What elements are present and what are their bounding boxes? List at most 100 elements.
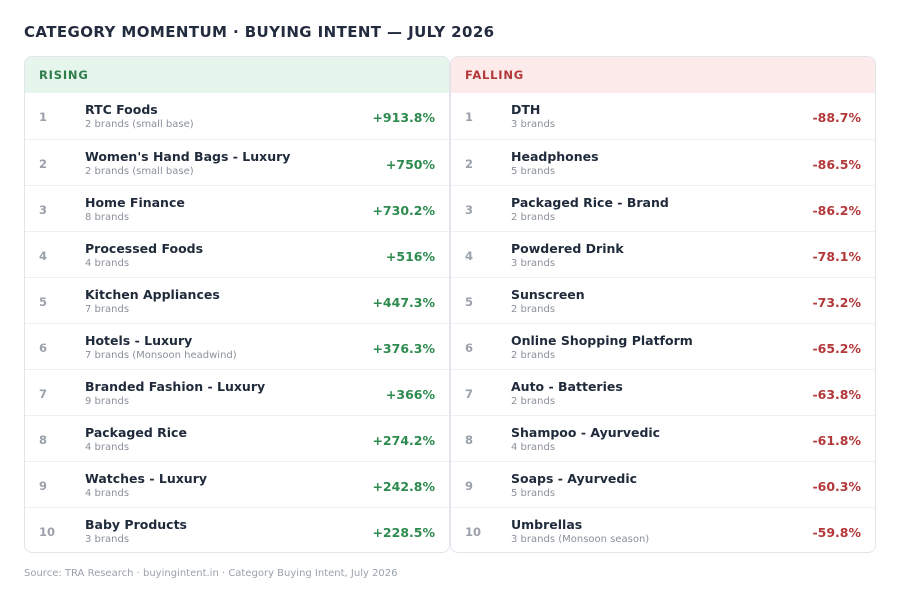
- brand-count: 4 brands: [85, 488, 130, 499]
- category-name: Kitchen Appliances: [85, 287, 220, 302]
- category-name: RTC Foods: [85, 102, 158, 117]
- rising-row: 8 Packaged Rice 4 brands +274.2%: [25, 415, 449, 461]
- brand-count: 2 brands (small base): [85, 166, 194, 177]
- category-name: Powdered Drink: [511, 241, 624, 256]
- brand-count: 2 brands: [511, 396, 556, 407]
- rank-label: 6: [465, 341, 474, 355]
- brand-count: 4 brands: [85, 442, 130, 453]
- change-value: -78.1%: [812, 249, 861, 264]
- brand-count: 3 brands: [85, 534, 130, 545]
- brand-count: 3 brands: [511, 258, 556, 269]
- rising-row: 4 Processed Foods 4 brands +516%: [25, 231, 449, 277]
- category-name: Sunscreen: [511, 287, 585, 302]
- category-name: Home Finance: [85, 195, 185, 210]
- brand-count: 7 brands (Monsoon headwind): [85, 350, 237, 361]
- rank-label: 5: [39, 295, 48, 309]
- brand-count: 2 brands: [511, 350, 556, 361]
- rank-label: 3: [465, 203, 474, 217]
- falling-header: FALLING: [451, 57, 875, 93]
- rank-label: 1: [465, 110, 474, 124]
- rank-label: 4: [465, 249, 474, 263]
- change-value: +228.5%: [372, 525, 435, 540]
- change-value: +242.8%: [372, 479, 435, 494]
- brand-count: 2 brands: [511, 304, 556, 315]
- category-name: Watches - Luxury: [85, 471, 208, 486]
- rising-panel: RISING 1 RTC Foods 2 brands (small base) +9…: [24, 56, 450, 553]
- falling-row: 9 Soaps - Ayurvedic 5 brands -60.3%: [451, 461, 875, 507]
- change-value: -88.7%: [812, 110, 861, 125]
- rising-header: RISING: [25, 57, 449, 93]
- rising-row: 9 Watches - Luxury 4 brands +242.8%: [25, 461, 449, 507]
- rank-label: 2: [39, 157, 48, 171]
- falling-row: 3 Packaged Rice - Brand 2 brands -86.2%: [451, 185, 875, 231]
- category-name: Branded Fashion - Luxury: [85, 379, 266, 394]
- falling-row: 5 Sunscreen 2 brands -73.2%: [451, 277, 875, 323]
- rank-label: 2: [465, 157, 474, 171]
- falling-row: 10 Umbrellas 3 brands (Monsoon season) -59.…: [451, 507, 875, 552]
- falling-list: 1 DTH 3 brands -88.7% 2 Headphones 5 brands -86…: [451, 93, 875, 552]
- brand-count: 3 brands: [511, 119, 556, 130]
- brand-count: 5 brands: [511, 488, 556, 499]
- brand-count: 2 brands (small base): [85, 119, 194, 130]
- category-name: Headphones: [511, 149, 599, 164]
- brand-count: 4 brands: [511, 442, 556, 453]
- brand-count: 3 brands (Monsoon season): [511, 534, 650, 545]
- rank-label: 7: [39, 387, 48, 401]
- page-title: CATEGORY MOMENTUM · BUYING INTENT — JULY…: [24, 23, 495, 41]
- category-name: Soaps - Ayurvedic: [511, 471, 638, 486]
- change-value: +274.2%: [372, 433, 435, 448]
- rank-label: 4: [39, 249, 48, 263]
- rising-row: 7 Branded Fashion - Luxury 9 brands +366%: [25, 369, 449, 415]
- brand-count: 8 brands: [85, 212, 130, 223]
- change-value: -86.5%: [812, 157, 861, 172]
- rising-row: 3 Home Finance 8 brands +730.2%: [25, 185, 449, 231]
- falling-row: 8 Shampoo - Ayurvedic 4 brands -61.8%: [451, 415, 875, 461]
- brand-count: 2 brands: [511, 212, 556, 223]
- rising-row: 5 Kitchen Appliances 7 brands +447.3%: [25, 277, 449, 323]
- change-value: -59.8%: [812, 525, 861, 540]
- change-value: +730.2%: [372, 203, 435, 218]
- change-value: +516%: [385, 249, 435, 264]
- brand-count: 4 brands: [85, 258, 130, 269]
- rank-label: 7: [465, 387, 474, 401]
- change-value: +447.3%: [372, 295, 435, 310]
- change-value: -65.2%: [812, 341, 861, 356]
- brand-count: 7 brands: [85, 304, 130, 315]
- change-value: -63.8%: [812, 387, 861, 402]
- category-name: Umbrellas: [511, 517, 583, 532]
- falling-row: 6 Online Shopping Platform 2 brands -65.2%: [451, 323, 875, 369]
- rank-label: 6: [39, 341, 48, 355]
- category-name: Women's Hand Bags - Luxury: [85, 149, 291, 164]
- rank-label: 9: [465, 479, 474, 493]
- rank-label: 10: [465, 525, 482, 539]
- rising-list: 1 RTC Foods 2 brands (small base) +913.8% 2 W…: [25, 93, 449, 552]
- change-value: -86.2%: [812, 203, 861, 218]
- category-name: Packaged Rice: [85, 425, 187, 440]
- source-note: Source: TRA Research · buyingintent.in ·…: [24, 568, 398, 579]
- rank-label: 1: [39, 110, 48, 124]
- change-value: +376.3%: [372, 341, 435, 356]
- falling-row: 7 Auto - Batteries 2 brands -63.8%: [451, 369, 875, 415]
- falling-row: 4 Powdered Drink 3 brands -78.1%: [451, 231, 875, 277]
- category-name: Baby Products: [85, 517, 187, 532]
- brand-count: 5 brands: [511, 166, 556, 177]
- category-name: Shampoo - Ayurvedic: [511, 425, 661, 440]
- change-value: +750%: [385, 157, 435, 172]
- change-value: -60.3%: [812, 479, 861, 494]
- change-value: -61.8%: [812, 433, 861, 448]
- rank-label: 8: [39, 433, 48, 447]
- falling-row: 1 DTH 3 brands -88.7%: [451, 93, 875, 139]
- change-value: +913.8%: [372, 110, 435, 125]
- rank-label: 5: [465, 295, 474, 309]
- change-value: -73.2%: [812, 295, 861, 310]
- rank-label: 9: [39, 479, 48, 493]
- category-name: Packaged Rice - Brand: [511, 195, 669, 210]
- category-name: Hotels - Luxury: [85, 333, 193, 348]
- rising-row: 2 Women's Hand Bags - Luxury 2 brands (sma…: [25, 139, 449, 185]
- falling-panel: FALLING 1 DTH 3 brands -88.7% 2 Headphones 5 b…: [450, 56, 876, 553]
- category-name: Processed Foods: [85, 241, 204, 256]
- rank-label: 8: [465, 433, 474, 447]
- rank-label: 10: [39, 525, 56, 539]
- falling-row: 2 Headphones 5 brands -86.5%: [451, 139, 875, 185]
- category-name: Auto - Batteries: [511, 379, 623, 394]
